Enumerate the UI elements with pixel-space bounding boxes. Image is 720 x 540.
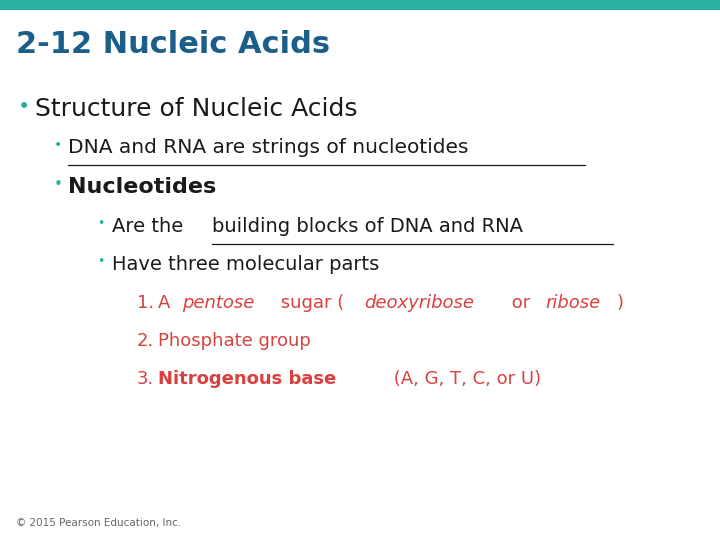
- Text: •: •: [54, 177, 63, 192]
- Text: DNA and RNA are strings of nucleotides: DNA and RNA are strings of nucleotides: [68, 138, 469, 157]
- Text: Are the: Are the: [112, 217, 189, 236]
- Text: ): ): [616, 294, 624, 312]
- Text: 1.: 1.: [137, 294, 154, 312]
- Text: 2-12 Nucleic Acids: 2-12 Nucleic Acids: [16, 30, 330, 59]
- Text: Have three molecular parts: Have three molecular parts: [112, 255, 379, 274]
- Text: or: or: [506, 294, 536, 312]
- Text: (A, G, T, C, or U): (A, G, T, C, or U): [388, 370, 541, 388]
- Text: deoxyribose: deoxyribose: [364, 294, 474, 312]
- Text: 3.: 3.: [137, 370, 154, 388]
- Text: •: •: [54, 138, 62, 152]
- Text: •: •: [97, 217, 104, 230]
- Text: Nucleotides: Nucleotides: [68, 177, 217, 197]
- Text: sugar (: sugar (: [275, 294, 344, 312]
- Text: ribose: ribose: [545, 294, 600, 312]
- Text: •: •: [97, 255, 104, 268]
- Text: © 2015 Pearson Education, Inc.: © 2015 Pearson Education, Inc.: [16, 518, 181, 528]
- Text: A: A: [158, 294, 176, 312]
- Bar: [0, 0, 720, 10]
- Text: pentose: pentose: [181, 294, 254, 312]
- Text: Phosphate group: Phosphate group: [158, 332, 311, 350]
- Text: 2.: 2.: [137, 332, 154, 350]
- Text: Structure of Nucleic Acids: Structure of Nucleic Acids: [35, 97, 357, 121]
- Text: •: •: [18, 97, 30, 117]
- Text: Nitrogenous base: Nitrogenous base: [158, 370, 337, 388]
- Text: building blocks of DNA and RNA: building blocks of DNA and RNA: [212, 217, 523, 236]
